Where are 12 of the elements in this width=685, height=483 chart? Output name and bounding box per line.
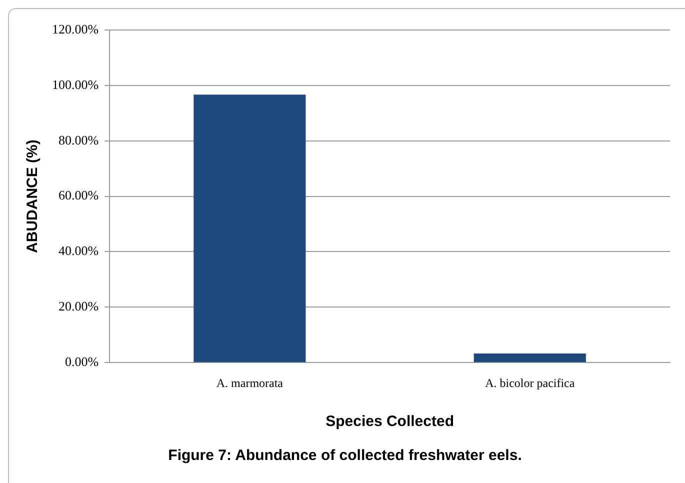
- y-tick-label: 40.00%: [58, 243, 99, 258]
- x-axis-title: Species Collected: [326, 413, 454, 430]
- y-tick-label: 20.00%: [58, 298, 99, 314]
- x-tick-label: A. bicolor pacifica: [485, 376, 576, 390]
- y-tick-label: 80.00%: [58, 132, 99, 148]
- y-tick-label: 100.00%: [52, 76, 99, 92]
- y-tick-label: 120.00%: [52, 21, 99, 36]
- x-tick-label: A. marmorata: [216, 376, 284, 390]
- y-axis-title: ABUDANCE (%): [24, 140, 42, 253]
- y-tick-label: 60.00%: [58, 188, 99, 203]
- y-tick-label: 0.00%: [64, 354, 99, 370]
- text: Figure 7: Abundance of collected freshwater eels.: [168, 447, 522, 464]
